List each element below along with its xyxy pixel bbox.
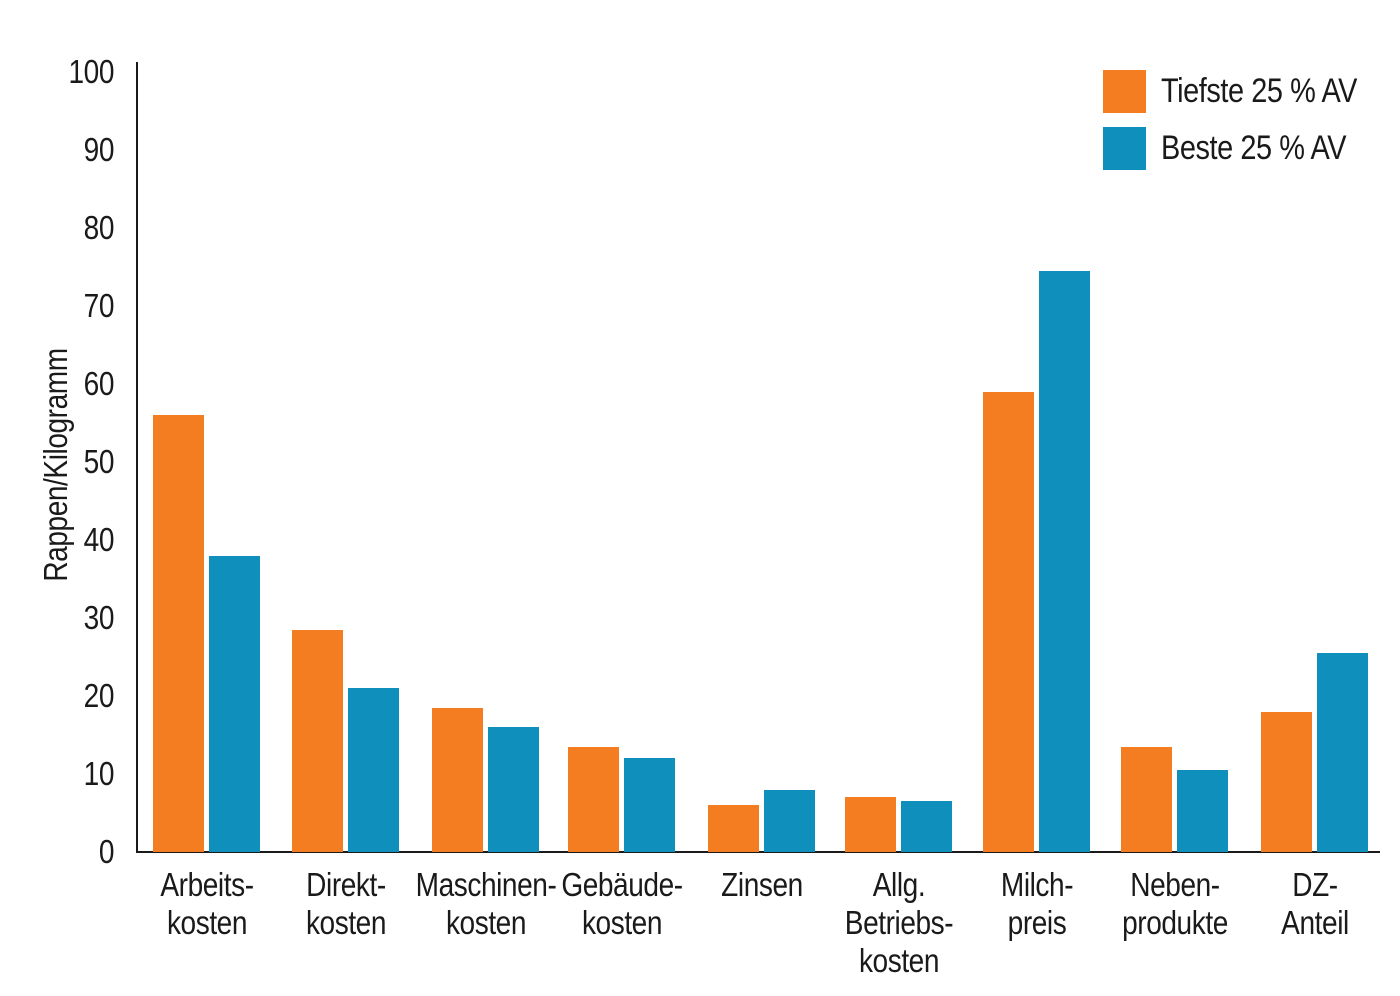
- y-tick-label-100: 100: [68, 53, 114, 90]
- legend-label-beste: Beste 25 % AV: [1161, 129, 1347, 167]
- bar-series1-cat8: [1317, 653, 1368, 852]
- bar-series0-cat6: [983, 392, 1034, 852]
- category-label-0: Arbeits- kosten: [159, 866, 254, 941]
- legend: Tiefste 25 % AV Beste 25 % AV: [1103, 70, 1392, 184]
- y-tick-label-70: 70: [83, 287, 115, 324]
- legend-swatch-orange: [1103, 70, 1146, 113]
- bar-series1-cat7: [1177, 770, 1228, 852]
- legend-label-tiefste: Tiefste 25 % AV: [1161, 72, 1358, 110]
- y-tick-label-60: 60: [83, 365, 115, 402]
- y-tick-label-30: 30: [83, 599, 115, 636]
- bar-series1-cat6: [1039, 271, 1090, 852]
- y-tick-label-0: 0: [98, 833, 115, 870]
- y-tick-label-50: 50: [83, 443, 115, 480]
- y-tick-label-20: 20: [83, 677, 115, 714]
- legend-item-beste: Beste 25 % AV: [1103, 127, 1392, 170]
- bar-series0-cat7: [1121, 747, 1172, 852]
- bar-series0-cat0: [153, 415, 204, 852]
- bar-series0-cat8: [1261, 712, 1312, 852]
- legend-swatch-blue: [1103, 127, 1146, 170]
- bar-series0-cat5: [845, 797, 896, 852]
- category-label-5: Allg. Betriebs- kosten: [844, 866, 953, 979]
- bar-series1-cat5: [901, 801, 952, 852]
- bar-series0-cat1: [292, 630, 343, 852]
- bar-series1-cat1: [348, 688, 399, 852]
- category-label-1: Direkt- kosten: [305, 866, 386, 941]
- legend-item-tiefste: Tiefste 25 % AV: [1103, 70, 1392, 113]
- category-label-8: DZ- Anteil: [1280, 866, 1349, 941]
- y-axis-line: [136, 62, 138, 853]
- category-label-4: Zinsen: [720, 866, 803, 903]
- bar-series1-cat4: [764, 790, 815, 852]
- bar-series0-cat2: [432, 708, 483, 852]
- bar-series1-cat2: [488, 727, 539, 852]
- x-axis-line: [136, 851, 1380, 853]
- category-label-7: Neben- produkte: [1121, 866, 1228, 941]
- y-tick-label-90: 90: [83, 131, 115, 168]
- bar-series0-cat3: [568, 747, 619, 852]
- bar-series1-cat3: [624, 758, 675, 852]
- category-label-2: Maschinen- kosten: [415, 866, 556, 941]
- y-tick-label-40: 40: [83, 521, 115, 558]
- y-tick-label-10: 10: [83, 755, 115, 792]
- bar-series0-cat4: [708, 805, 759, 852]
- category-label-6: Milch- preis: [1000, 866, 1073, 941]
- y-tick-label-80: 80: [83, 209, 115, 246]
- bar-series1-cat0: [209, 556, 260, 852]
- category-label-3: Gebäude- kosten: [560, 866, 683, 941]
